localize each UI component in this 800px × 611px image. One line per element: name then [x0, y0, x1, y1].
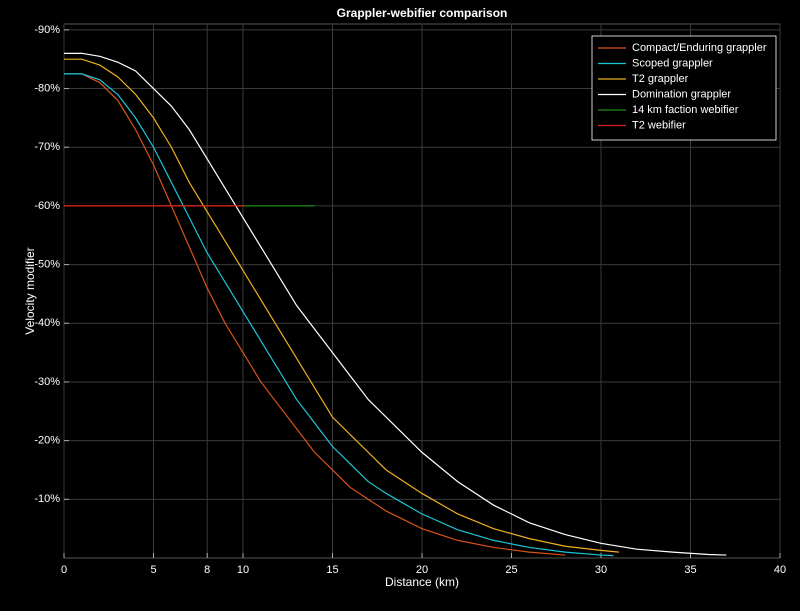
y-axis-label: Velocity modifier	[23, 247, 37, 334]
legend-label: Domination grappler	[632, 88, 731, 100]
series-line	[64, 52, 727, 556]
legend-box	[591, 35, 777, 141]
chart-title: Grappler-webifier comparison	[337, 6, 508, 20]
x-tick-label: 40	[774, 564, 786, 576]
legend-label: T2 webifier	[632, 119, 686, 131]
y-tick-label: -30%	[34, 376, 60, 388]
legend-label: T2 grappler	[632, 73, 689, 85]
x-tick-label: 20	[416, 564, 428, 576]
series-line	[64, 58, 619, 553]
legend-label: Compact/Enduring grappler	[632, 42, 767, 54]
y-tick-label: -40%	[34, 317, 60, 329]
x-tick-label: 10	[237, 564, 249, 576]
x-tick-label: 5	[150, 564, 156, 576]
series-line	[64, 73, 566, 556]
legend-label: Scoped grappler	[632, 57, 713, 69]
x-tick-label: 0	[61, 564, 67, 576]
y-tick-label: -70%	[34, 141, 60, 153]
x-tick-label: 30	[595, 564, 607, 576]
y-tick-label: -10%	[34, 493, 60, 505]
x-tick-label: 35	[684, 564, 696, 576]
x-tick-label: 15	[326, 564, 338, 576]
x-tick-label: 8	[204, 564, 210, 576]
y-tick-label: -50%	[34, 258, 60, 270]
legend-label: 14 km faction webifier	[632, 104, 739, 116]
y-tick-label: -90%	[34, 24, 60, 36]
y-tick-label: -80%	[34, 82, 60, 94]
series-line	[64, 73, 614, 557]
x-axis-label: Distance (km)	[385, 575, 459, 589]
x-tick-label: 25	[505, 564, 517, 576]
y-tick-label: -60%	[34, 200, 60, 212]
y-tick-label: -20%	[34, 435, 60, 447]
